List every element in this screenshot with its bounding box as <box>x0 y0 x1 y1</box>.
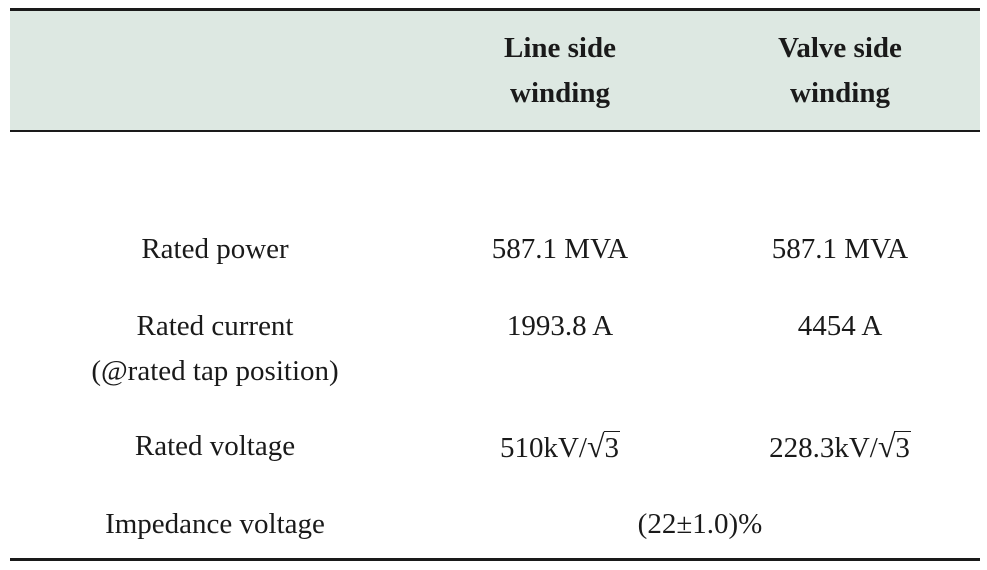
sqrt-argument: 3 <box>894 431 911 464</box>
row-label: Rated current (@rated tap position) <box>10 304 420 394</box>
voltage-prefix: 228.3kV/ <box>769 432 878 464</box>
merged-value: (22±1.0)% <box>637 508 763 540</box>
line-side-value: 1993.8 A <box>506 310 614 342</box>
row-label: Impedance voltage <box>105 508 325 540</box>
valve-side-value: 228.3kV/√3 <box>700 424 980 471</box>
header-line-side-line2: winding <box>510 76 610 109</box>
line-side-value: 587.1 MVA <box>491 233 629 265</box>
table-header: Line side winding Valve side winding <box>10 8 980 132</box>
header-cell-empty <box>10 11 420 130</box>
header-cell-valve-side: Valve side winding <box>700 11 980 130</box>
spec-table: Line side winding Valve side winding Rat… <box>10 8 980 562</box>
row-label-line2: (@rated tap position) <box>91 355 339 387</box>
line-side-value: 510kV/√3 <box>420 424 700 471</box>
header-line-side-line1: Line side <box>504 31 616 64</box>
valve-side-value: 4454 A <box>797 310 883 342</box>
sqrt-expression: √3 <box>878 424 911 471</box>
row-label-line1: Rated current <box>136 310 294 342</box>
sqrt-symbol: √ <box>586 428 605 464</box>
valve-side-value: 587.1 MVA <box>771 233 909 265</box>
row-label: Rated voltage <box>134 430 296 462</box>
row-label: Rated power <box>141 233 289 265</box>
header-valve-side-line1: Valve side <box>778 31 902 64</box>
header-valve-side-line2: winding <box>790 76 890 109</box>
sqrt-expression: √3 <box>586 424 621 471</box>
header-cell-line-side: Line side winding <box>420 11 700 130</box>
voltage-prefix: 510kV/ <box>499 432 587 464</box>
sqrt-argument: 3 <box>603 431 621 464</box>
sqrt-symbol: √ <box>877 428 896 464</box>
bottom-rule <box>10 558 980 561</box>
